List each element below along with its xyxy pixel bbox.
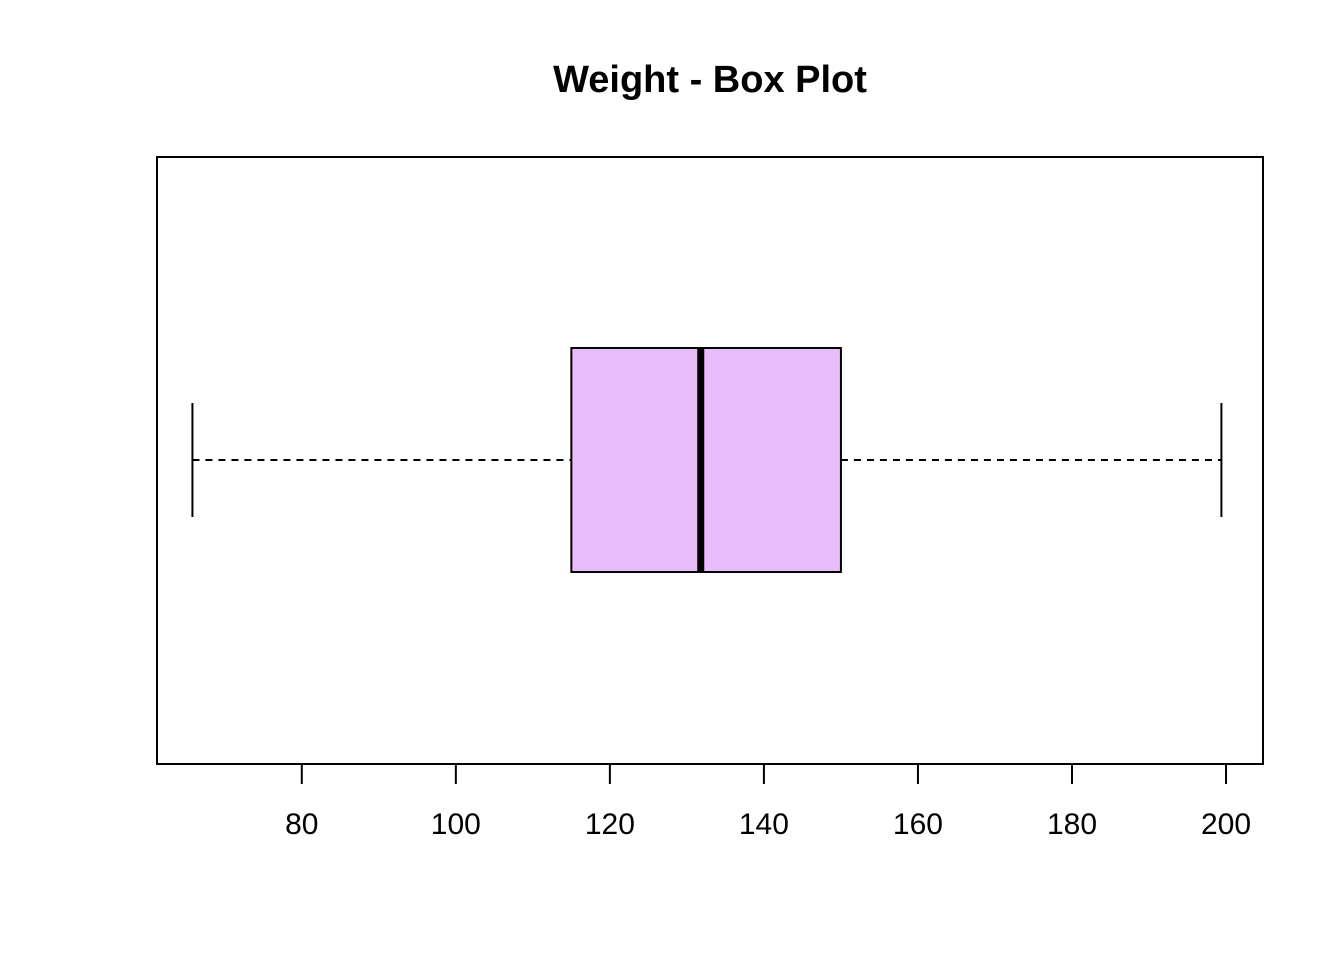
x-axis: 80 100 120 140 160 180 200 — [285, 763, 1251, 841]
x-tick-label: 180 — [1047, 808, 1097, 841]
x-tick-label: 140 — [739, 808, 789, 841]
box-group — [191, 347, 1223, 573]
x-tick-label: 200 — [1201, 808, 1251, 841]
chart-title: Weight - Box Plot — [553, 59, 867, 101]
x-tick-label: 80 — [285, 808, 318, 841]
x-tick-label: 120 — [585, 808, 635, 841]
x-tick-label: 100 — [431, 808, 481, 841]
x-tick-label: 160 — [893, 808, 943, 841]
iqr-box — [570, 347, 842, 573]
